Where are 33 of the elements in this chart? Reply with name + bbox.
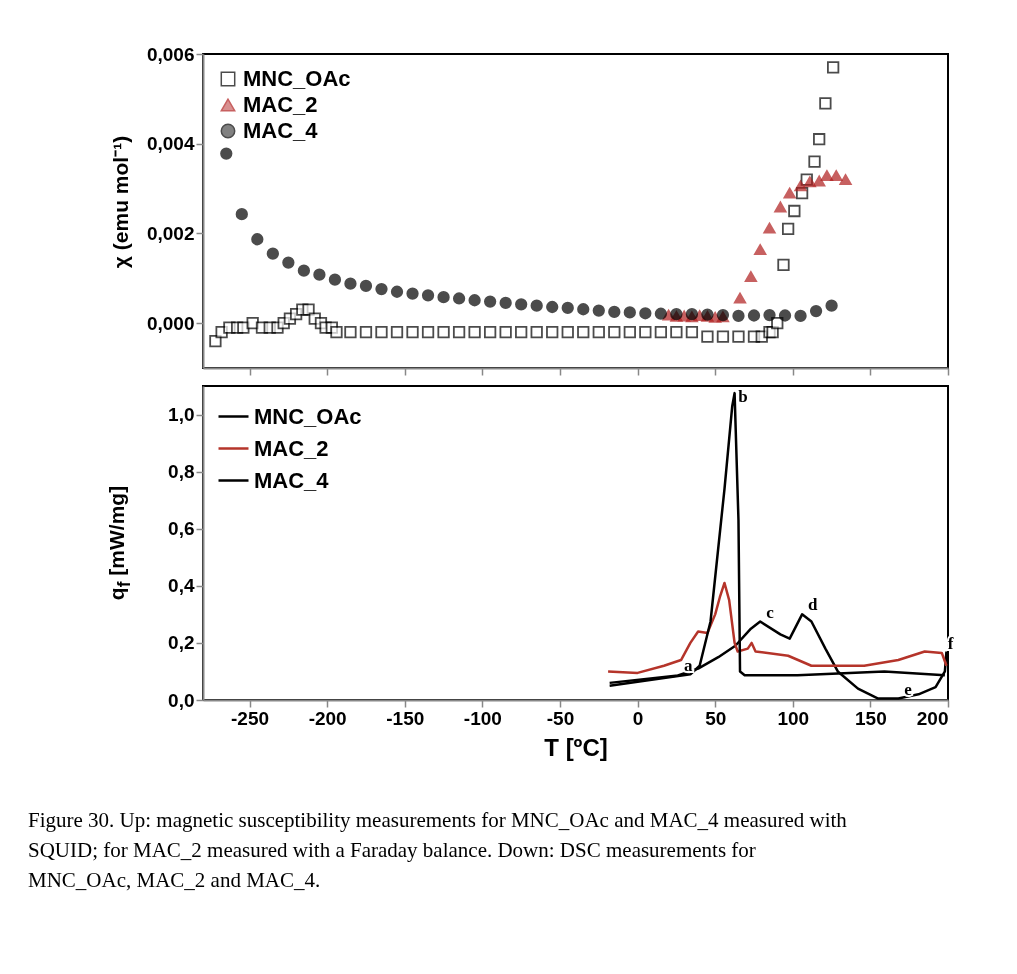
annotation: b — [738, 386, 748, 406]
x-axis-title: T [ºC] — [544, 733, 608, 761]
x-tick-label: 150 — [855, 707, 887, 729]
x-tick-label: 200 — [916, 707, 949, 729]
caption: Figure 30. Up: magnetic susceptibility measurements for MNC_OAc and MAC_4 measured with SQUID; for MAC_2 measured with a Faraday balance. Down: DSC measurements for MNC_OAc, MAC_2 and MAC_4. — [28, 807, 848, 894]
x-tick-label: -50 — [546, 707, 575, 729]
y-tick-label: 0,0 — [168, 689, 195, 711]
annotation: c — [766, 602, 775, 622]
legend-label: MAC_4 — [243, 118, 319, 143]
legend-label: MNC_OAc — [243, 66, 351, 91]
y-tick-label: 0,000 — [146, 312, 195, 334]
x-tick-label: -200 — [308, 707, 347, 729]
annotation: d — [808, 595, 819, 615]
y-tick-label: 1,0 — [168, 404, 195, 426]
legend-label: MNC_OAc — [254, 403, 362, 429]
legend-label: MAC_2 — [254, 435, 329, 461]
x-tick-label: 50 — [705, 707, 727, 729]
x-tick-label: 100 — [777, 707, 810, 729]
annotation: e — [904, 679, 913, 699]
y-tick-label: 0,4 — [168, 575, 195, 597]
y-tick-label: 0,8 — [168, 461, 195, 483]
y-tick-label: 0,004 — [146, 133, 195, 155]
legend-label: MAC_4 — [254, 467, 330, 493]
y-tick-label: 0,6 — [168, 518, 195, 540]
y-tick-label: 0,006 — [146, 43, 195, 65]
y-tick-label: 0,2 — [168, 632, 195, 654]
y-tick-label: 0,002 — [146, 222, 195, 244]
x-tick-label: -250 — [231, 707, 270, 729]
x-tick-label: -100 — [463, 707, 502, 729]
x-tick-label: -150 — [386, 707, 425, 729]
x-tick-label: 0 — [632, 707, 644, 729]
legend-label: MAC_2 — [243, 92, 318, 117]
y-axis-title: χ (emu mol⁻¹) — [108, 135, 133, 269]
